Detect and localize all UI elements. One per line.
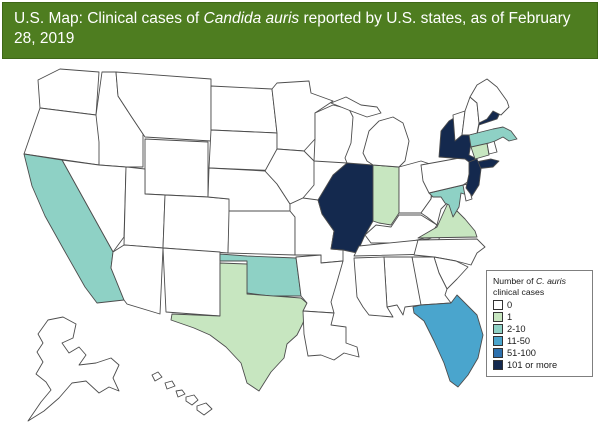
state-WY[interactable] bbox=[144, 138, 209, 198]
title-suffix: reported by U.S. states, as of February … bbox=[14, 10, 571, 48]
state-KS[interactable] bbox=[227, 210, 296, 256]
state-NJ[interactable] bbox=[465, 158, 482, 197]
legend-rows: 0 1 2-10 11-50 51-100 101 or more bbox=[493, 299, 588, 370]
legend-item: 101 or more bbox=[493, 359, 588, 370]
state-MA[interactable] bbox=[468, 126, 518, 148]
legend-swatch-11-50 bbox=[493, 335, 503, 346]
legend-swatch-2-10 bbox=[493, 323, 503, 334]
state-TX[interactable] bbox=[170, 262, 309, 392]
state-WA[interactable] bbox=[37, 68, 100, 116]
legend-title: Number of C. auris clinical cases bbox=[493, 276, 588, 298]
title-prefix: U.S. Map: Clinical cases of bbox=[14, 10, 204, 27]
legend-label: 101 or more bbox=[507, 359, 558, 370]
state-AK[interactable] bbox=[27, 316, 120, 422]
map-title-banner: U.S. Map: Clinical cases of Candida auri… bbox=[2, 2, 598, 59]
legend-label: 1 bbox=[507, 311, 513, 322]
map-legend: Number of C. auris clinical cases 0 1 2-10… bbox=[486, 270, 593, 377]
legend-item: 51-100 bbox=[493, 347, 588, 358]
state-MI-upper[interactable] bbox=[330, 96, 382, 118]
state-IN[interactable] bbox=[372, 164, 400, 226]
legend-item: 11-50 bbox=[493, 335, 588, 346]
legend-label: 51-100 bbox=[507, 347, 536, 358]
state-NM[interactable] bbox=[162, 247, 221, 317]
state-ND[interactable] bbox=[210, 85, 278, 134]
state-HI-maui[interactable] bbox=[185, 394, 199, 406]
legend-label: 2-10 bbox=[507, 323, 526, 334]
state-LA[interactable] bbox=[302, 310, 360, 361]
title-species-name: Candida auris bbox=[203, 10, 300, 27]
state-CA[interactable] bbox=[23, 153, 125, 304]
legend-swatch-101-or-more bbox=[493, 359, 503, 370]
state-ME[interactable] bbox=[469, 78, 510, 124]
state-HI-oahu[interactable] bbox=[164, 380, 176, 390]
legend-title-prefix: Number of bbox=[493, 276, 536, 286]
legend-swatch-0 bbox=[493, 299, 503, 310]
legend-swatch-51-100 bbox=[493, 347, 503, 358]
state-HI-hawaii[interactable] bbox=[196, 402, 213, 416]
state-WI[interactable] bbox=[313, 104, 354, 164]
state-CO[interactable] bbox=[162, 194, 231, 254]
state-MI-lower[interactable] bbox=[362, 116, 410, 168]
state-HI-molokai[interactable] bbox=[175, 389, 186, 398]
state-AR[interactable] bbox=[295, 254, 344, 314]
state-FL[interactable] bbox=[412, 294, 484, 388]
state-AZ[interactable] bbox=[110, 244, 164, 315]
legend-item: 1 bbox=[493, 311, 588, 322]
state-AL[interactable] bbox=[383, 256, 422, 316]
legend-label: 0 bbox=[507, 299, 513, 310]
legend-swatch-1 bbox=[493, 311, 503, 322]
legend-item: 0 bbox=[493, 299, 588, 310]
legend-item: 2-10 bbox=[493, 323, 588, 334]
legend-title-species: C. auris bbox=[535, 276, 566, 286]
state-MS[interactable] bbox=[353, 256, 394, 318]
legend-title-suffix: clinical cases bbox=[493, 286, 545, 297]
legend-label: 11-50 bbox=[507, 335, 531, 346]
state-HI-kauai[interactable] bbox=[151, 371, 163, 382]
state-NC[interactable] bbox=[413, 238, 486, 266]
